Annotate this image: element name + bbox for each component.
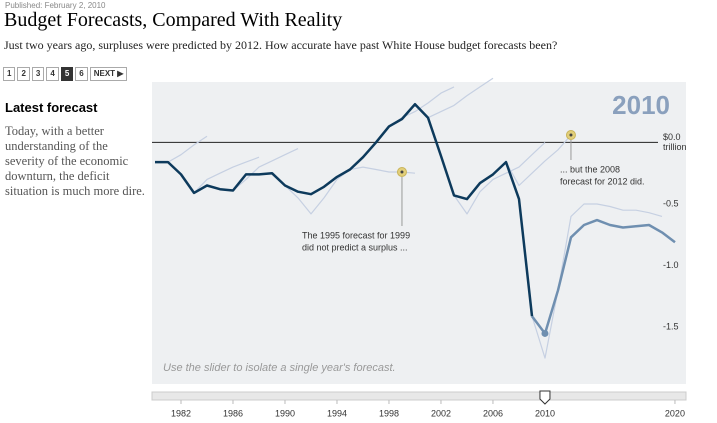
y-tick-label: -1.0 xyxy=(663,260,679,270)
sidebar-text: Today, with a better understanding of th… xyxy=(5,124,145,198)
slider-handle[interactable] xyxy=(539,390,551,405)
page-button[interactable]: 4 xyxy=(46,67,59,81)
x-tick-label: 1994 xyxy=(327,408,347,418)
hint-note: Use the slider to isolate a single year'… xyxy=(163,362,396,374)
published-date: Published: February 2, 2010 xyxy=(5,1,106,10)
page-button[interactable]: 2 xyxy=(17,67,30,81)
page-button[interactable]: 6 xyxy=(75,67,88,81)
line xyxy=(155,102,534,317)
y-tick-label: $0.0 xyxy=(663,132,681,142)
line xyxy=(531,218,676,335)
line xyxy=(167,135,208,163)
page-button[interactable]: 5 xyxy=(60,67,74,81)
page-button[interactable]: NEXT ▶ xyxy=(89,67,128,81)
y-unit: trillion xyxy=(663,142,687,152)
slider-track xyxy=(151,391,687,401)
line xyxy=(453,141,546,215)
dot-center xyxy=(569,133,573,137)
line xyxy=(232,148,299,191)
x-tick-label: 1998 xyxy=(379,408,399,418)
line xyxy=(531,203,663,359)
annotation-text: forecast for 2012 did. xyxy=(560,176,645,186)
page-button[interactable]: 1 xyxy=(3,67,16,81)
plot-background xyxy=(152,82,686,384)
x-tick-label: 2020 xyxy=(665,408,685,418)
selected-year-label: 2010 xyxy=(612,90,670,120)
pagination: 1 2 3 4 5 6 NEXT ▶ xyxy=(3,67,128,81)
x-tick-label: 1990 xyxy=(275,408,295,418)
line xyxy=(284,169,351,215)
subtitle: Just two years ago, surpluses were predi… xyxy=(4,38,558,52)
x-tick-label: 1986 xyxy=(223,408,243,418)
x-tick-label: 2006 xyxy=(483,408,503,418)
line xyxy=(427,77,494,119)
x-tick-label: 2010 xyxy=(535,408,555,418)
line xyxy=(505,134,572,187)
x-tick-label: 2002 xyxy=(431,408,451,418)
x-tick-label: 1982 xyxy=(171,408,191,418)
y-tick-label: -0.5 xyxy=(663,198,679,208)
highlight-dot xyxy=(541,329,549,337)
annotation-text: did not predict a surplus ... xyxy=(302,242,408,252)
annotation-text: ... but the 2008 xyxy=(560,164,620,174)
sidebar-heading: Latest forecast xyxy=(5,100,98,115)
page-button[interactable]: 3 xyxy=(31,67,45,81)
page-title: Budget Forecasts, Compared With Reality xyxy=(4,9,343,31)
dot-center xyxy=(400,170,404,174)
annotation-text: The 1995 forecast for 1999 xyxy=(302,230,410,240)
y-tick-label: -1.5 xyxy=(663,322,679,332)
line xyxy=(193,156,260,194)
